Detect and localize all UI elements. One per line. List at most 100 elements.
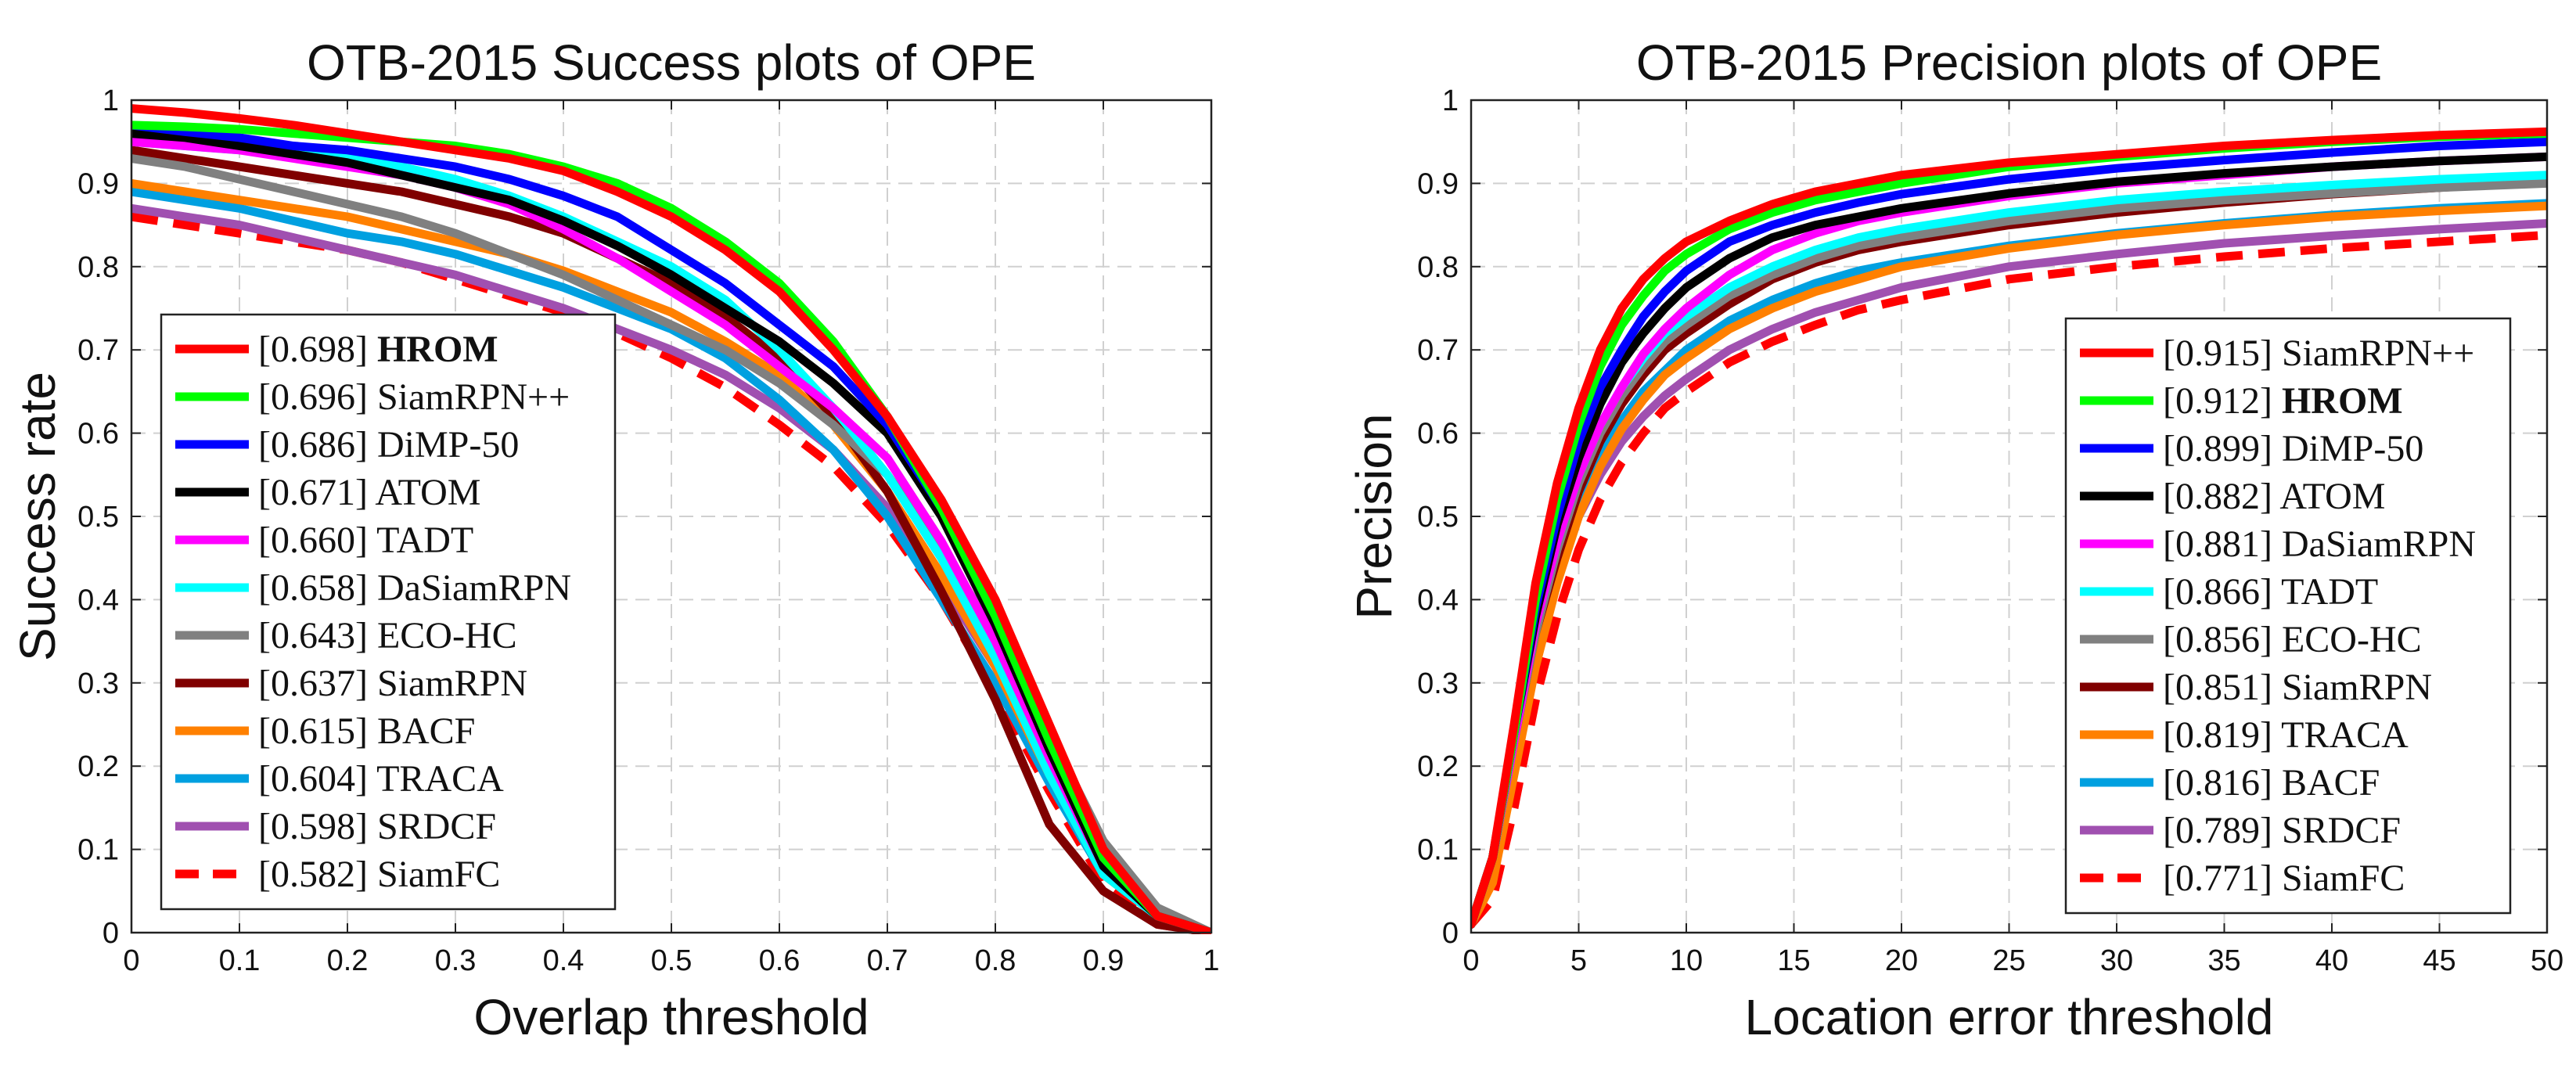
- legend-score: [0.671]: [258, 472, 375, 513]
- legend-name: TRACA: [2281, 714, 2409, 756]
- y-tick-label: 0.2: [1417, 750, 1459, 783]
- legend-score: [0.658]: [258, 567, 377, 609]
- x-axis-label: Location error threshold: [1745, 989, 2274, 1045]
- series-lines: [1471, 127, 2547, 929]
- legend-score: [0.582]: [258, 854, 377, 895]
- y-tick-label: 0.3: [77, 667, 119, 700]
- x-tick-label: 30: [2100, 944, 2133, 977]
- legend-label-siamrpn: [0.637] SiamRPN: [258, 663, 527, 704]
- legend-label-dasiamrpn: [0.881] DaSiamRPN: [2163, 523, 2476, 565]
- legend-score: [0.637]: [258, 663, 377, 704]
- x-tick-label: 45: [2423, 944, 2455, 977]
- legend-box: [160, 313, 617, 911]
- legend-name: SRDCF: [2282, 810, 2401, 851]
- legend-name: HROM: [377, 329, 498, 370]
- y-axis-label: Precision: [1346, 413, 1402, 619]
- series-lines: [131, 104, 1211, 934]
- x-axis-label: Overlap threshold: [473, 989, 869, 1045]
- x-tick-label: 5: [1570, 944, 1587, 977]
- legend-name: SiamRPN: [377, 663, 527, 704]
- axes-frame: [1470, 99, 2549, 934]
- x-tick-label: 0.1: [219, 944, 261, 977]
- legend-label-atom: [0.671] ATOM: [258, 472, 480, 513]
- legend-name: DiMP-50: [377, 424, 519, 466]
- y-tick-label: 0.4: [77, 584, 119, 617]
- legend-label-tadt: [0.866] TADT: [2163, 571, 2378, 613]
- legend-score: [0.816]: [2163, 762, 2282, 804]
- legend-name: DaSiamRPN: [2282, 523, 2476, 565]
- x-tick-label: 0: [1462, 944, 1479, 977]
- legend-label-siamfc: [0.582] SiamFC: [258, 854, 500, 895]
- legend-name: SiamFC: [2282, 858, 2405, 899]
- legend-score: [0.615]: [258, 710, 377, 752]
- legend: [0.698] HROM[0.696] SiamRPN++[0.686] DiM…: [160, 313, 617, 911]
- x-tick-label: 0.9: [1083, 944, 1124, 977]
- legend-score: [0.698]: [258, 329, 377, 370]
- legend-score: [0.789]: [2163, 810, 2282, 851]
- legend-score: [0.819]: [2163, 714, 2281, 756]
- legend-score: [0.643]: [258, 615, 377, 656]
- x-tick-label: 0: [123, 944, 139, 977]
- legend-label-siamfc: [0.771] SiamFC: [2163, 858, 2405, 899]
- y-tick-label: 0.6: [1417, 418, 1459, 451]
- legend-label-bacf: [0.816] BACF: [2163, 762, 2380, 804]
- legend-name: SiamFC: [377, 854, 500, 895]
- legend-name: DaSiamRPN: [377, 567, 571, 609]
- y-tick-label: 0.2: [77, 750, 119, 783]
- legend-score: [0.771]: [2163, 858, 2282, 899]
- x-tick-label: 0.3: [435, 944, 477, 977]
- legend-name: SiamRPN++: [377, 376, 570, 418]
- y-tick-label: 0.1: [1417, 834, 1459, 867]
- legend-score: [0.912]: [2163, 380, 2282, 422]
- legend-name: TRACA: [376, 758, 504, 800]
- x-tick-label: 20: [1885, 944, 1918, 977]
- x-tick-label: 0.7: [867, 944, 908, 977]
- legend-label-hrom: [0.698] HROM: [258, 329, 498, 370]
- x-tick-label: 0.5: [651, 944, 693, 977]
- legend-name: SiamRPN++: [2282, 333, 2474, 374]
- legend: [0.915] SiamRPN++ [0.912] HROM [0.899] DiM…: [2064, 317, 2512, 915]
- legend-label-siamrpn: [0.851] SiamRPN: [2163, 667, 2432, 708]
- legend-label-dimp-50: [0.899] DiMP-50: [2163, 428, 2423, 469]
- y-tick-label: 0.1: [77, 834, 119, 867]
- legend-score: [0.881]: [2163, 523, 2282, 565]
- chart-title: OTB-2015 Success plots of OPE: [307, 34, 1036, 91]
- x-tick-label: 0.6: [759, 944, 801, 977]
- legend-score: [0.598]: [258, 806, 377, 847]
- legend-name: TADT: [376, 520, 473, 561]
- legend-name: ECO-HC: [2282, 619, 2422, 660]
- y-tick-label: 0.3: [1417, 667, 1459, 700]
- y-tick-label: 0.6: [77, 418, 119, 451]
- legend-score: [0.915]: [2163, 333, 2282, 374]
- legend-name: BACF: [2282, 762, 2380, 804]
- legend-name: DiMP-50: [2282, 428, 2423, 469]
- legend-label-traca: [0.819] TRACA: [2163, 714, 2409, 756]
- x-tick-label: 15: [1777, 944, 1810, 977]
- legend-label-bacf: [0.615] BACF: [258, 710, 475, 752]
- y-tick-label: 0.5: [77, 501, 119, 534]
- x-tick-label: 35: [2207, 944, 2240, 977]
- x-tick-label: 10: [1670, 944, 1703, 977]
- y-tick-label: 1: [1442, 85, 1459, 117]
- y-tick-label: 0.7: [1417, 334, 1459, 367]
- y-tick-label: 0: [103, 917, 119, 950]
- legend-label-tadt: [0.660] TADT: [258, 520, 473, 561]
- legend-name: TADT: [2281, 571, 2378, 613]
- x-tick-label: 50: [2531, 944, 2563, 977]
- y-tick-label: 0.4: [1417, 584, 1459, 617]
- legend-score: [0.856]: [2163, 619, 2282, 660]
- legend-score: [0.866]: [2163, 571, 2281, 613]
- legend-score: [0.851]: [2163, 667, 2282, 708]
- y-tick-label: 1: [103, 85, 119, 117]
- legend-score: [0.660]: [258, 520, 376, 561]
- y-tick-label: 0.8: [77, 251, 119, 284]
- legend-score: [0.882]: [2163, 476, 2279, 517]
- series-line-siamfc: [1471, 230, 2547, 927]
- y-axis-label: Success rate: [9, 372, 66, 661]
- y-tick-label: 0.9: [77, 167, 119, 200]
- legend-box: [2064, 317, 2512, 915]
- legend-label-hrom: [0.912] HROM: [2163, 380, 2403, 422]
- y-tick-label: 0.5: [1417, 501, 1459, 534]
- legend-name: SRDCF: [377, 806, 496, 847]
- legend-score: [0.686]: [258, 424, 377, 466]
